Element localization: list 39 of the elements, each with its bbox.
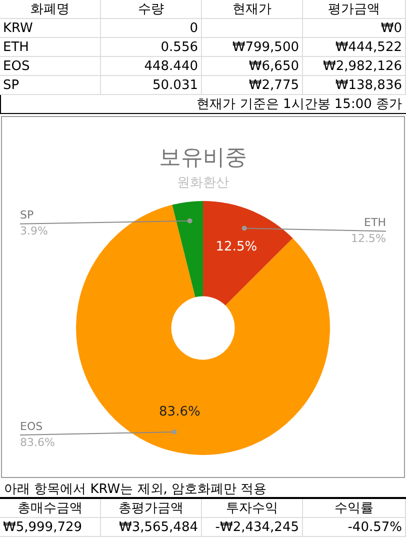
text: -40.57% (303, 518, 406, 537)
text: 수량 (101, 0, 202, 19)
text: ₩799,500 (202, 38, 303, 57)
text: 투자수익 (202, 499, 303, 518)
slice-label: ETH (364, 216, 386, 230)
text: ₩138,836 (303, 76, 406, 95)
text: 총매수금액 (0, 499, 101, 518)
text: 현재가 기준은 1시간봉 15:00 종가 (0, 95, 406, 114)
text: 현재가 (202, 0, 303, 19)
data-label: 83.6% (159, 404, 200, 420)
text: 아래 항목에서 KRW는 제외, 암호화폐만 적용 (0, 480, 406, 499)
text: 화폐명 (0, 0, 101, 19)
text: ₩444,522 (303, 38, 406, 57)
text: 평가금액 (303, 0, 406, 19)
text: ₩3,565,484 (101, 518, 202, 537)
data-label: 12.5% (216, 240, 258, 255)
text: ₩6,650 (202, 57, 303, 76)
text: ₩2,775 (202, 76, 303, 95)
chart-subtitle: 원화환산 (177, 175, 229, 190)
chart-title: 보유비중 (159, 146, 247, 171)
text: 수익률 (303, 499, 406, 518)
text: -₩2,434,245 (202, 518, 303, 537)
text: 448.440 (101, 57, 202, 76)
text: ETH (0, 38, 101, 57)
text: ₩0 (303, 19, 406, 38)
data-label: 3.9% (20, 224, 48, 238)
text: 0 (101, 19, 202, 38)
text: 총평가금액 (101, 499, 202, 518)
text: 0.556 (101, 38, 202, 57)
text: 83.6% (20, 436, 55, 449)
text: 50.031 (101, 76, 202, 95)
text: 12.5% (351, 232, 386, 246)
slice-label: EOS (20, 420, 43, 433)
slice-label: SP (20, 208, 34, 222)
text: SP (0, 76, 101, 95)
text: EOS (0, 57, 101, 76)
text: ₩2,982,126 (303, 57, 406, 76)
text: KRW (0, 19, 101, 38)
text: ₩5,999,729 (0, 518, 101, 537)
